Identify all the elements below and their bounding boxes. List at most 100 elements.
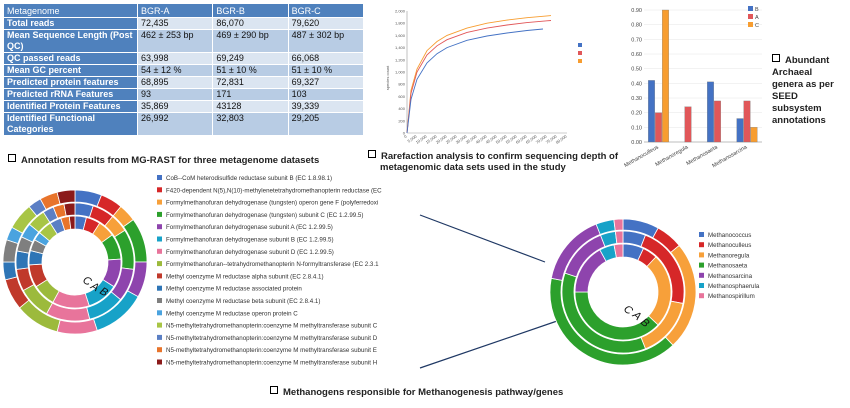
cell-bgr-c: 103 [287, 88, 365, 101]
rarefaction-caption: Rarefaction analysis to confirm sequenci… [368, 150, 618, 162]
bar-y-tick: 0.70 [631, 37, 642, 43]
rarefaction-x-tick: 65,000 [525, 133, 539, 145]
legend-swatch [157, 322, 162, 328]
archaea-bar-chart: 0.90 0.80 0.70 0.60 0.50 0.40 0.30 0.20 0.10 0.00… [624, 6, 762, 169]
cell-bgr-a: 54 ± 12 % [136, 64, 214, 77]
donut-segment-ring-c [2, 261, 18, 281]
table-row: Mean Sequence Length (Post QC) 462 ± 253 … [3, 29, 365, 53]
rarefaction-legend-swatch [578, 43, 582, 47]
bar-y-tick: 0.50 [631, 67, 642, 73]
header-metagenome: Metagenome [3, 3, 138, 18]
bar-y-tick: 0.80 [631, 23, 642, 29]
connector-line-bottom [419, 319, 561, 369]
cell-bgr-c: 69,327 [287, 76, 365, 89]
rarefaction-y-tick: 1,400 [395, 45, 406, 50]
bar-y-tick: 0.30 [631, 96, 642, 102]
legend-swatch [699, 262, 704, 268]
row-label: Mean Sequence Length (Post QC) [3, 29, 138, 53]
cell-bgr-a: 72,435 [136, 17, 214, 30]
table-row: QC passed reads 63,998 69,249 66,068 [3, 52, 365, 65]
bar-y-tick: 0.90 [631, 8, 642, 14]
table-row: Identified Functional Categories 26,992 32… [3, 112, 365, 136]
bar-legend-label: A [755, 15, 759, 21]
row-label: Predicted protein features [3, 76, 138, 89]
rarefaction-x-tick: 55,000 [505, 133, 519, 145]
legend-swatch [157, 261, 162, 267]
table-caption: Annotation results from MG-RAST for thre… [8, 154, 319, 166]
row-label: Mean GC percent [3, 64, 138, 77]
donut-segment-ring-b [613, 243, 624, 259]
rarefaction-y-tick: 1,000 [395, 70, 406, 75]
cell-bgr-c: 51 ± 10 % [287, 64, 365, 77]
rarefaction-x-tick: 15,000 [425, 133, 439, 145]
legend-label: Formylmethanofuran dehydrogenase subunit… [166, 224, 333, 231]
checkbox-bullet-icon [8, 154, 16, 162]
legend-swatch [157, 334, 162, 340]
legend-label: Methanospirillum [708, 293, 755, 300]
legend-swatch [699, 283, 704, 288]
bar-b-methanosaeta [707, 81, 714, 143]
rarefaction-x-tick: 10,000 [415, 133, 429, 145]
legend-label: Formylmethanofuran dehydrogenase subunit… [166, 237, 334, 244]
legend-label: Methyl coenzyme M reductase associated p… [166, 286, 302, 293]
cell-bgr-b: 43128 [212, 100, 289, 113]
checkbox-bullet-icon [772, 54, 780, 62]
legend-swatch [157, 236, 162, 242]
legend-label: Methanosphaerula [708, 283, 760, 290]
archaea-caption-l3: genera as per [772, 79, 834, 90]
rarefaction-y-tick: 200 [398, 118, 405, 123]
connector-line-top [419, 214, 546, 263]
cell-bgr-b: 171 [212, 88, 289, 101]
table-row: Predicted rRNA Features 93 171 103 [3, 88, 365, 101]
methanogens-caption: Methanogens responsible for Methanogenes… [270, 386, 563, 398]
legend-label: N5-methyltetrahydromethanopterin:coenzym… [166, 335, 378, 342]
bar-y-tick: 0.10 [631, 125, 642, 131]
cell-bgr-c: 29,205 [287, 112, 365, 136]
legend-label: N5-methyltetrahydromethanopterin:coenzym… [166, 347, 377, 354]
donut-segment-ring-b [68, 215, 76, 230]
methanogens-caption-text: Methanogens responsible for Methanogenes… [283, 387, 564, 398]
table-row: Total reads 72,435 86,070 79,620 [3, 17, 365, 30]
rarefaction-y-tick: 1,800 [395, 21, 406, 26]
cell-bgr-a: 63,998 [136, 52, 214, 65]
rarefaction-x-tick: 75,000 [545, 133, 559, 145]
rarefaction-legend-swatch [578, 51, 582, 55]
legend-label: N5-methyltetrahydromethanopterin:coenzym… [166, 323, 378, 330]
header-bgr-b: BGR-B [212, 3, 289, 18]
header-bgr-a: BGR-A [136, 3, 214, 18]
donut-segment-ring-a [15, 250, 30, 270]
donut-segment-ring-a [614, 230, 624, 244]
rarefaction-x-tick: 80,000 [555, 133, 569, 145]
legend-swatch [157, 211, 162, 217]
table-row: Mean GC percent 54 ± 12 % 51 ± 10 % 51 ± 10… [3, 64, 365, 77]
archaea-caption-l5: subsystem [772, 103, 822, 114]
rarefaction-x-tick: 25,000 [445, 133, 459, 145]
legend-label: Formylmethanofuran dehydrogenase (tungst… [166, 212, 363, 219]
rarefaction-series-line [406, 20, 552, 134]
legend-label: Methanosarcina [708, 273, 753, 280]
legend-swatch [157, 248, 162, 254]
bar-c-methanosarcina [750, 127, 758, 143]
donut-segment-ring-c [613, 218, 624, 231]
bar-legend-swatch [748, 22, 753, 27]
cell-bgr-c: 79,620 [287, 17, 365, 30]
bar-legend-label: B [755, 7, 759, 13]
legend-swatch [699, 242, 704, 248]
table-row: Predicted protein features 68,895 72,831 69… [3, 76, 365, 89]
rarefaction-x-tick: 20,000 [435, 133, 449, 145]
rarefaction-y-tick: 2,000 [395, 9, 406, 14]
rarefaction-x-tick: 45,000 [485, 133, 499, 145]
rarefaction-y-tick: 800 [398, 82, 405, 87]
bar-y-tick: 0.40 [631, 81, 642, 87]
legend-swatch [157, 285, 162, 291]
rarefaction-y-tick: 1,200 [395, 57, 406, 62]
rarefaction-series-line [406, 28, 544, 134]
rarefaction-y-tick: 1,600 [395, 33, 406, 38]
rarefaction-x-tick: 70,000 [535, 133, 549, 145]
checkbox-bullet-icon [368, 150, 376, 158]
cell-bgr-c: 66,068 [287, 52, 365, 65]
row-label: Identified Protein Features [3, 100, 138, 113]
checkbox-bullet-icon [270, 386, 278, 394]
cell-bgr-b: 72,831 [212, 76, 289, 89]
rarefaction-ylabel: species count [385, 65, 390, 90]
